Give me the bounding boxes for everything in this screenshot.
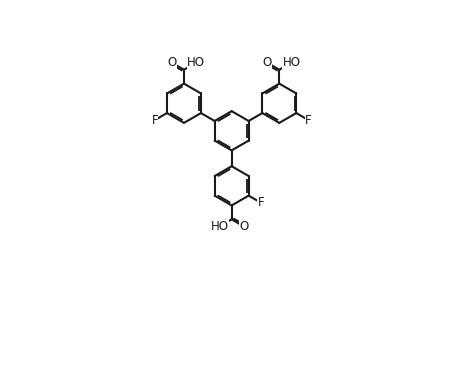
Text: F: F (257, 196, 263, 209)
Text: HO: HO (282, 56, 300, 69)
Text: F: F (304, 113, 311, 127)
Text: O: O (239, 220, 248, 233)
Text: O: O (167, 56, 176, 69)
Text: O: O (262, 56, 272, 69)
Text: F: F (151, 113, 158, 127)
Text: HO: HO (210, 220, 228, 233)
Text: HO: HO (187, 56, 205, 69)
